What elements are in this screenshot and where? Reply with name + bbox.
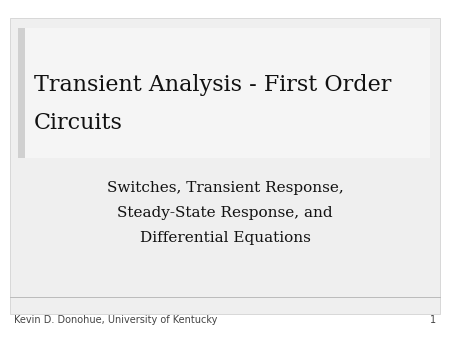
Text: Circuits: Circuits: [34, 112, 123, 134]
Text: Kevin D. Donohue, University of Kentucky: Kevin D. Donohue, University of Kentucky: [14, 315, 217, 325]
Text: Switches, Transient Response,: Switches, Transient Response,: [107, 181, 343, 195]
Text: Differential Equations: Differential Equations: [140, 231, 310, 245]
Text: Steady-State Response, and: Steady-State Response, and: [117, 206, 333, 220]
Text: 1: 1: [430, 315, 436, 325]
FancyBboxPatch shape: [10, 18, 440, 314]
Text: Transient Analysis - First Order: Transient Analysis - First Order: [34, 74, 392, 96]
FancyBboxPatch shape: [18, 28, 25, 158]
FancyBboxPatch shape: [18, 28, 430, 158]
